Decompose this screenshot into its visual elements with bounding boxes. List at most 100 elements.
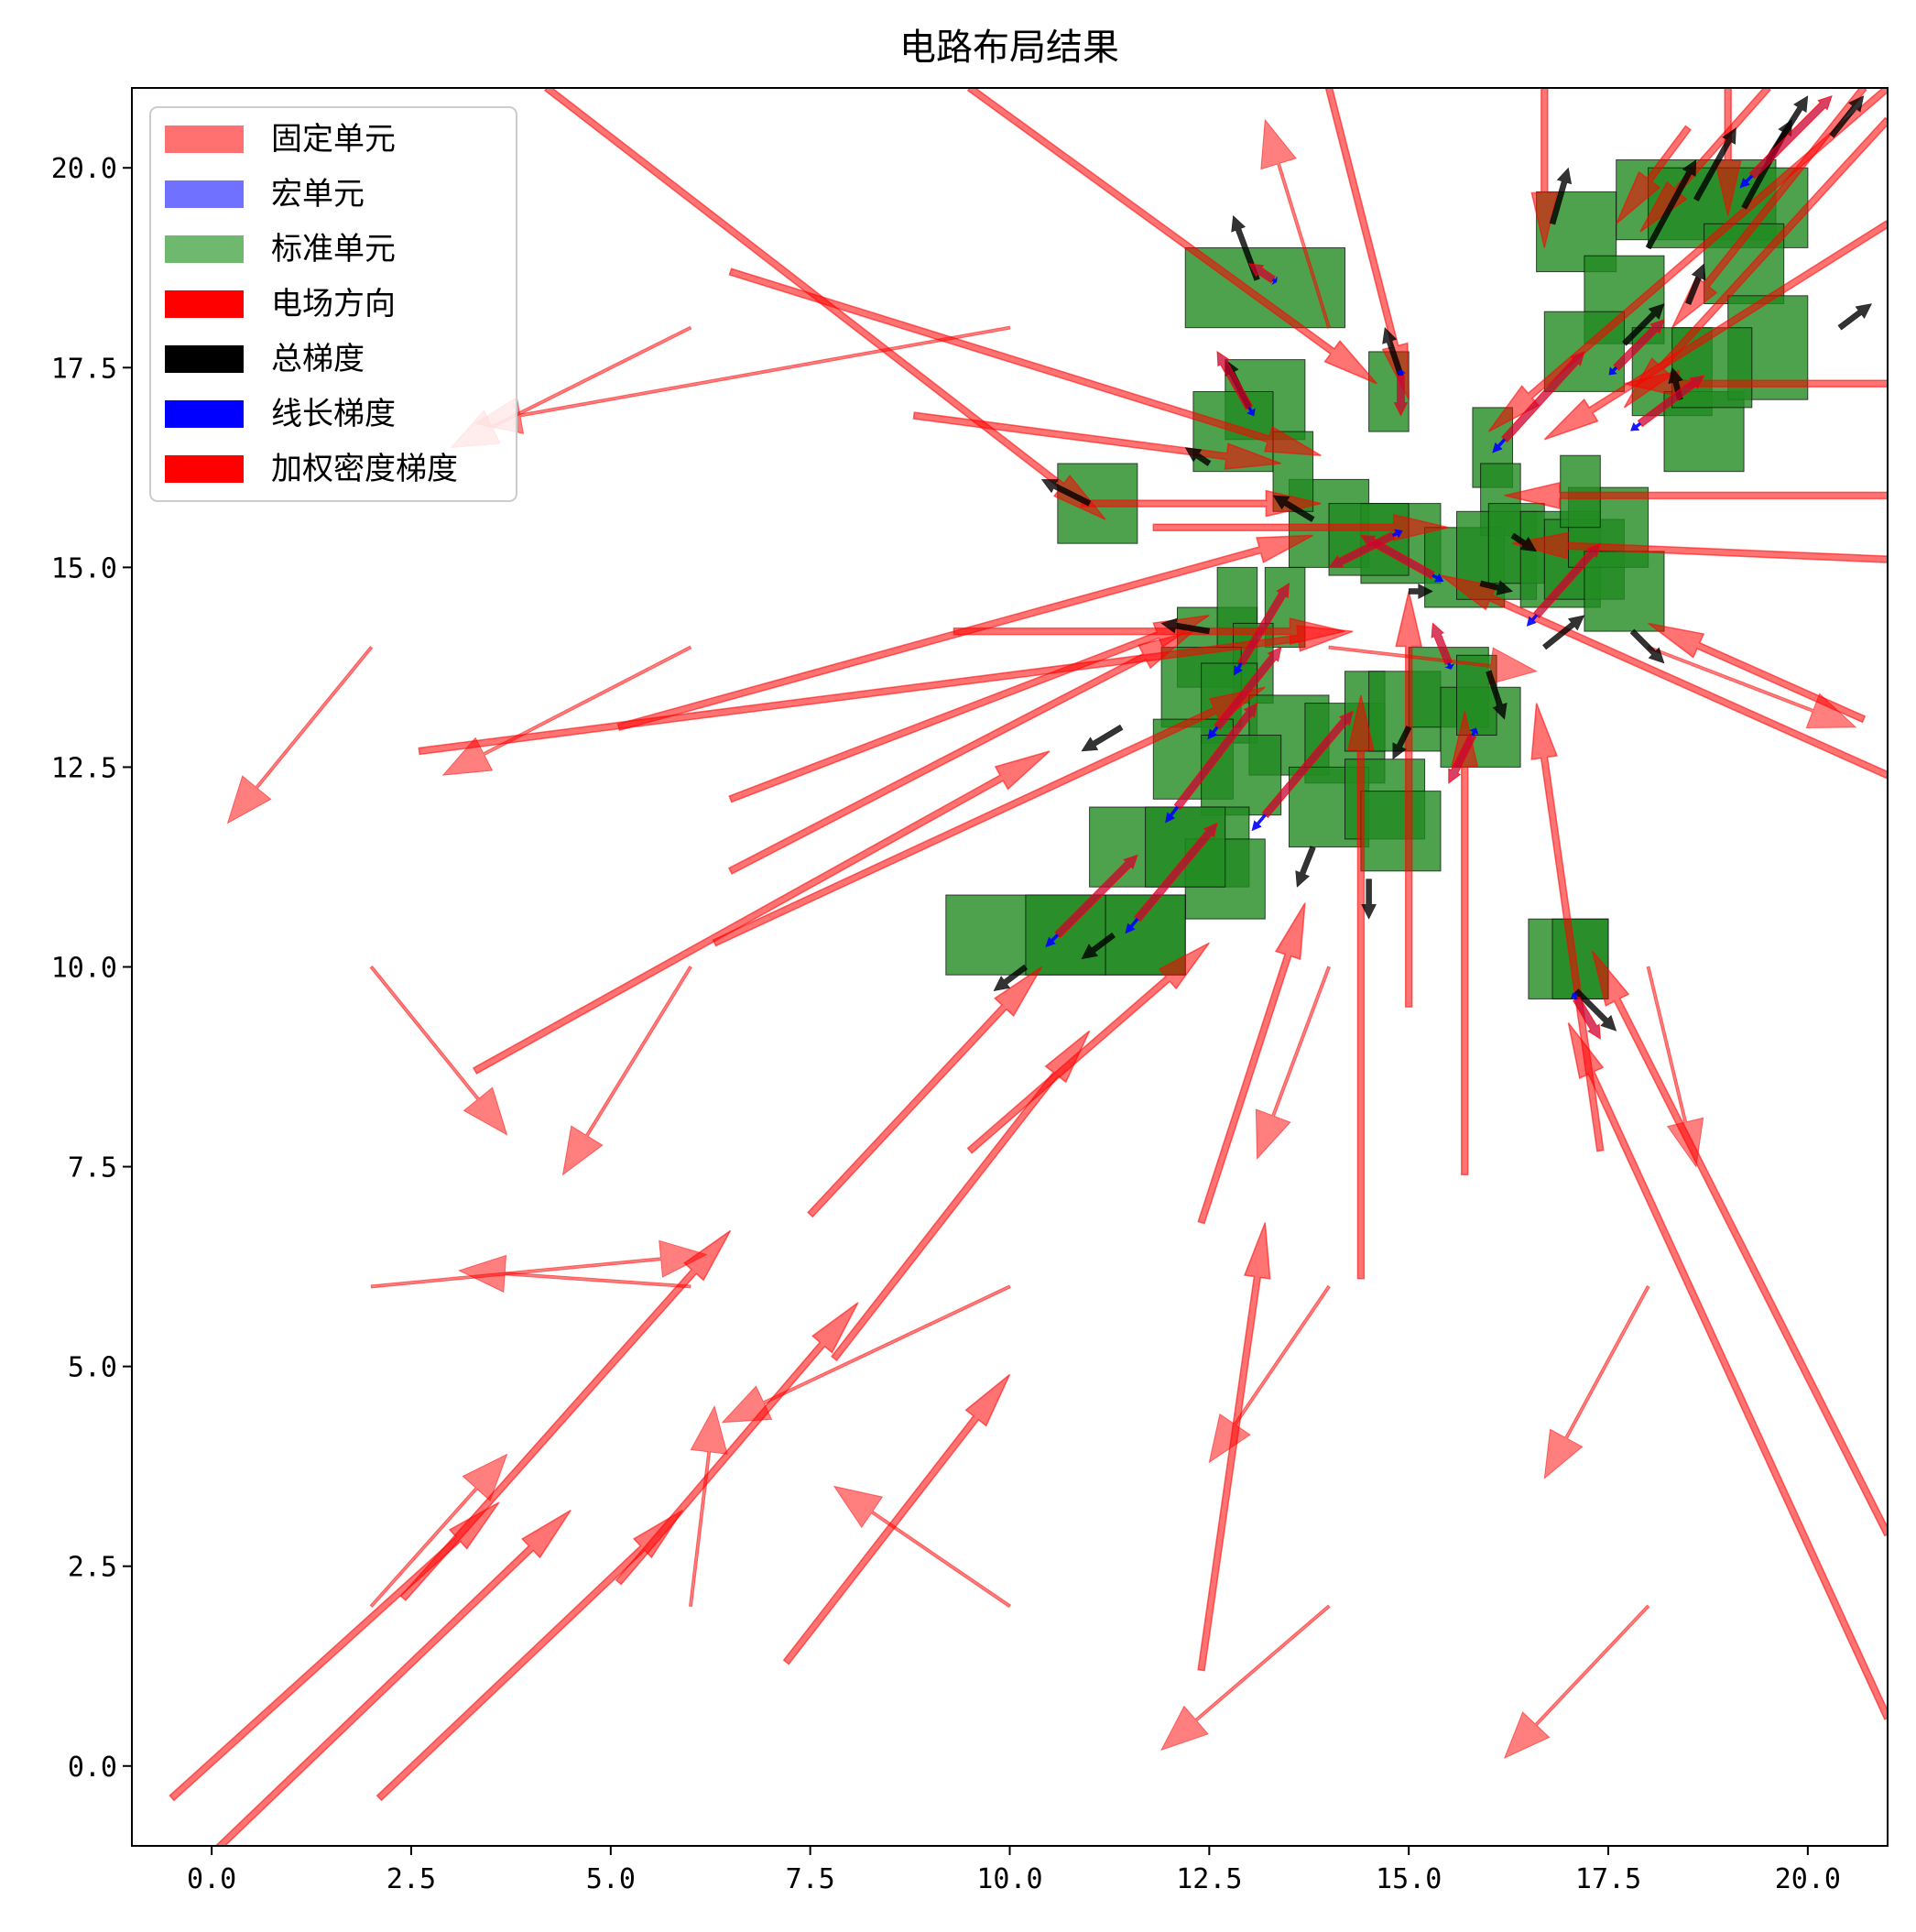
y-tick-label: 0.0 [68,1752,117,1784]
total-gradient-arrow [1184,447,1212,466]
x-tick-label: 20.0 [1775,1863,1841,1895]
weighted-density-gradient-arrow [1532,542,1602,619]
wirelength-gradient-arrow [1271,276,1278,286]
wirelength-gradient-arrow [1608,366,1618,376]
field-arrow [1512,531,1888,563]
weighted-density-gradient-arrow [1501,351,1585,443]
field-arrow [1671,88,1867,329]
weighted-density-gradient-arrow [1393,375,1409,417]
legend-label-fixed-cell: 固定单元 [271,121,396,158]
x-tick-label: 7.5 [786,1863,835,1895]
field-arrow [561,966,692,1176]
y-tick-label: 17.5 [51,353,117,385]
wirelength-gradient-arrow [1526,614,1539,627]
weighted-density-gradient-arrow [1261,710,1354,819]
field-arrow [966,942,1210,1154]
standard-cell [1360,791,1442,872]
total-gradient-arrow [1272,495,1315,522]
total-gradient-arrow [1081,724,1124,752]
field-arrow [712,686,1266,947]
field-arrow [1646,966,1704,1168]
total-gradient-arrow [1542,615,1585,650]
field-arrow [1440,574,1888,780]
total-gradient-arrow [1629,628,1665,664]
field-arrow [369,965,508,1136]
wirelength-gradient-arrow [1045,933,1060,948]
wirelength-gradient-arrow [1251,813,1267,832]
field-arrow [543,88,1106,520]
weighted-density-gradient-arrow [1054,854,1138,939]
field-arrow [1159,1604,1331,1752]
weighted-density-gradient-arrow [1613,319,1665,371]
field-arrow [953,617,1345,646]
y-tick-label: 15.0 [51,552,117,584]
standard-cell [1201,735,1282,816]
wirelength-gradient-arrow [1234,661,1243,676]
weighted-density-gradient-arrow [1173,702,1258,811]
field-arrow [912,411,1281,470]
total-gradient-arrow [1645,159,1697,250]
legend-key-field-direction [165,290,244,318]
field-arrow [200,1509,572,1846]
field-arrow [1647,645,1857,729]
y-tick-label: 10.0 [51,953,117,985]
weighted-density-gradient-arrow [1214,646,1282,730]
y-tick-label: 5.0 [68,1352,117,1384]
x-tick-label: 15.0 [1376,1863,1442,1895]
field-arrow [1260,118,1332,329]
total-gradient-arrow [1510,532,1538,552]
y-tick-label: 12.5 [51,752,117,784]
field-arrow [1324,88,1410,400]
weighted-density-gradient-arrow [1134,822,1218,922]
field-arrow [1152,513,1449,541]
total-gradient-arrow [1486,670,1508,720]
wirelength-gradient-arrow [1739,174,1754,189]
field-arrow [1567,1022,1888,1720]
x-tick-label: 17.5 [1575,1863,1641,1895]
weighted-density-gradient-arrow [1216,350,1254,410]
field-arrow [457,1254,691,1293]
wirelength-gradient-arrow [1630,421,1642,431]
legend-label-wirelength-gradient: 线长梯度 [271,396,396,432]
field-arrow [833,1485,1012,1609]
weighted-density-gradient-arrow [1237,582,1290,666]
standard-cell [1560,454,1601,529]
wirelength-gradient-arrow [1165,805,1180,824]
field-arrow [966,88,1377,385]
total-gradient-arrow [1295,846,1316,888]
legend-label-macro-cell: 宏单元 [271,176,365,213]
weighted-density-gradient-arrow [1328,531,1396,568]
standard-cell [1584,551,1665,632]
total-gradient-arrow [993,964,1029,992]
x-tick-label: 2.5 [386,1863,436,1895]
total-gradient-arrow [1837,303,1873,331]
wirelength-gradient-arrow [1246,406,1256,417]
total-gradient-arrow [1382,327,1404,377]
field-arrow [807,966,1043,1218]
total-gradient-arrow [1361,879,1377,920]
field-arrow [1648,622,1867,724]
legend-key-macro-cell [165,180,244,208]
legend-label-standard-cell: 标准单元 [271,231,396,267]
field-arrow [1504,481,1888,509]
field-arrow [1543,1285,1650,1479]
field-arrow [370,1239,708,1289]
faint-field-arrows-layer [226,118,1857,1760]
legend-key-total-gradient [165,345,244,373]
total-gradient-arrow [1392,726,1412,760]
legend-label-total-gradient: 总梯度 [271,341,365,377]
field-arrow [615,1302,859,1586]
field-arrow [1255,966,1332,1161]
total-gradient-arrow [1408,584,1433,599]
total-gradient-arrow [1693,127,1736,202]
y-tick-label: 20.0 [51,153,117,185]
field-arrow [1346,694,1375,1280]
field-arrows-layer [169,88,1888,1846]
gradient-arrows-layer [993,94,1873,1040]
field-arrow [1591,950,1888,1537]
total-gradient-arrow [1081,932,1116,960]
wirelength-gradient-arrow [1395,369,1407,377]
field-arrow [1530,88,1559,248]
total-gradient-arrow [1685,263,1706,305]
